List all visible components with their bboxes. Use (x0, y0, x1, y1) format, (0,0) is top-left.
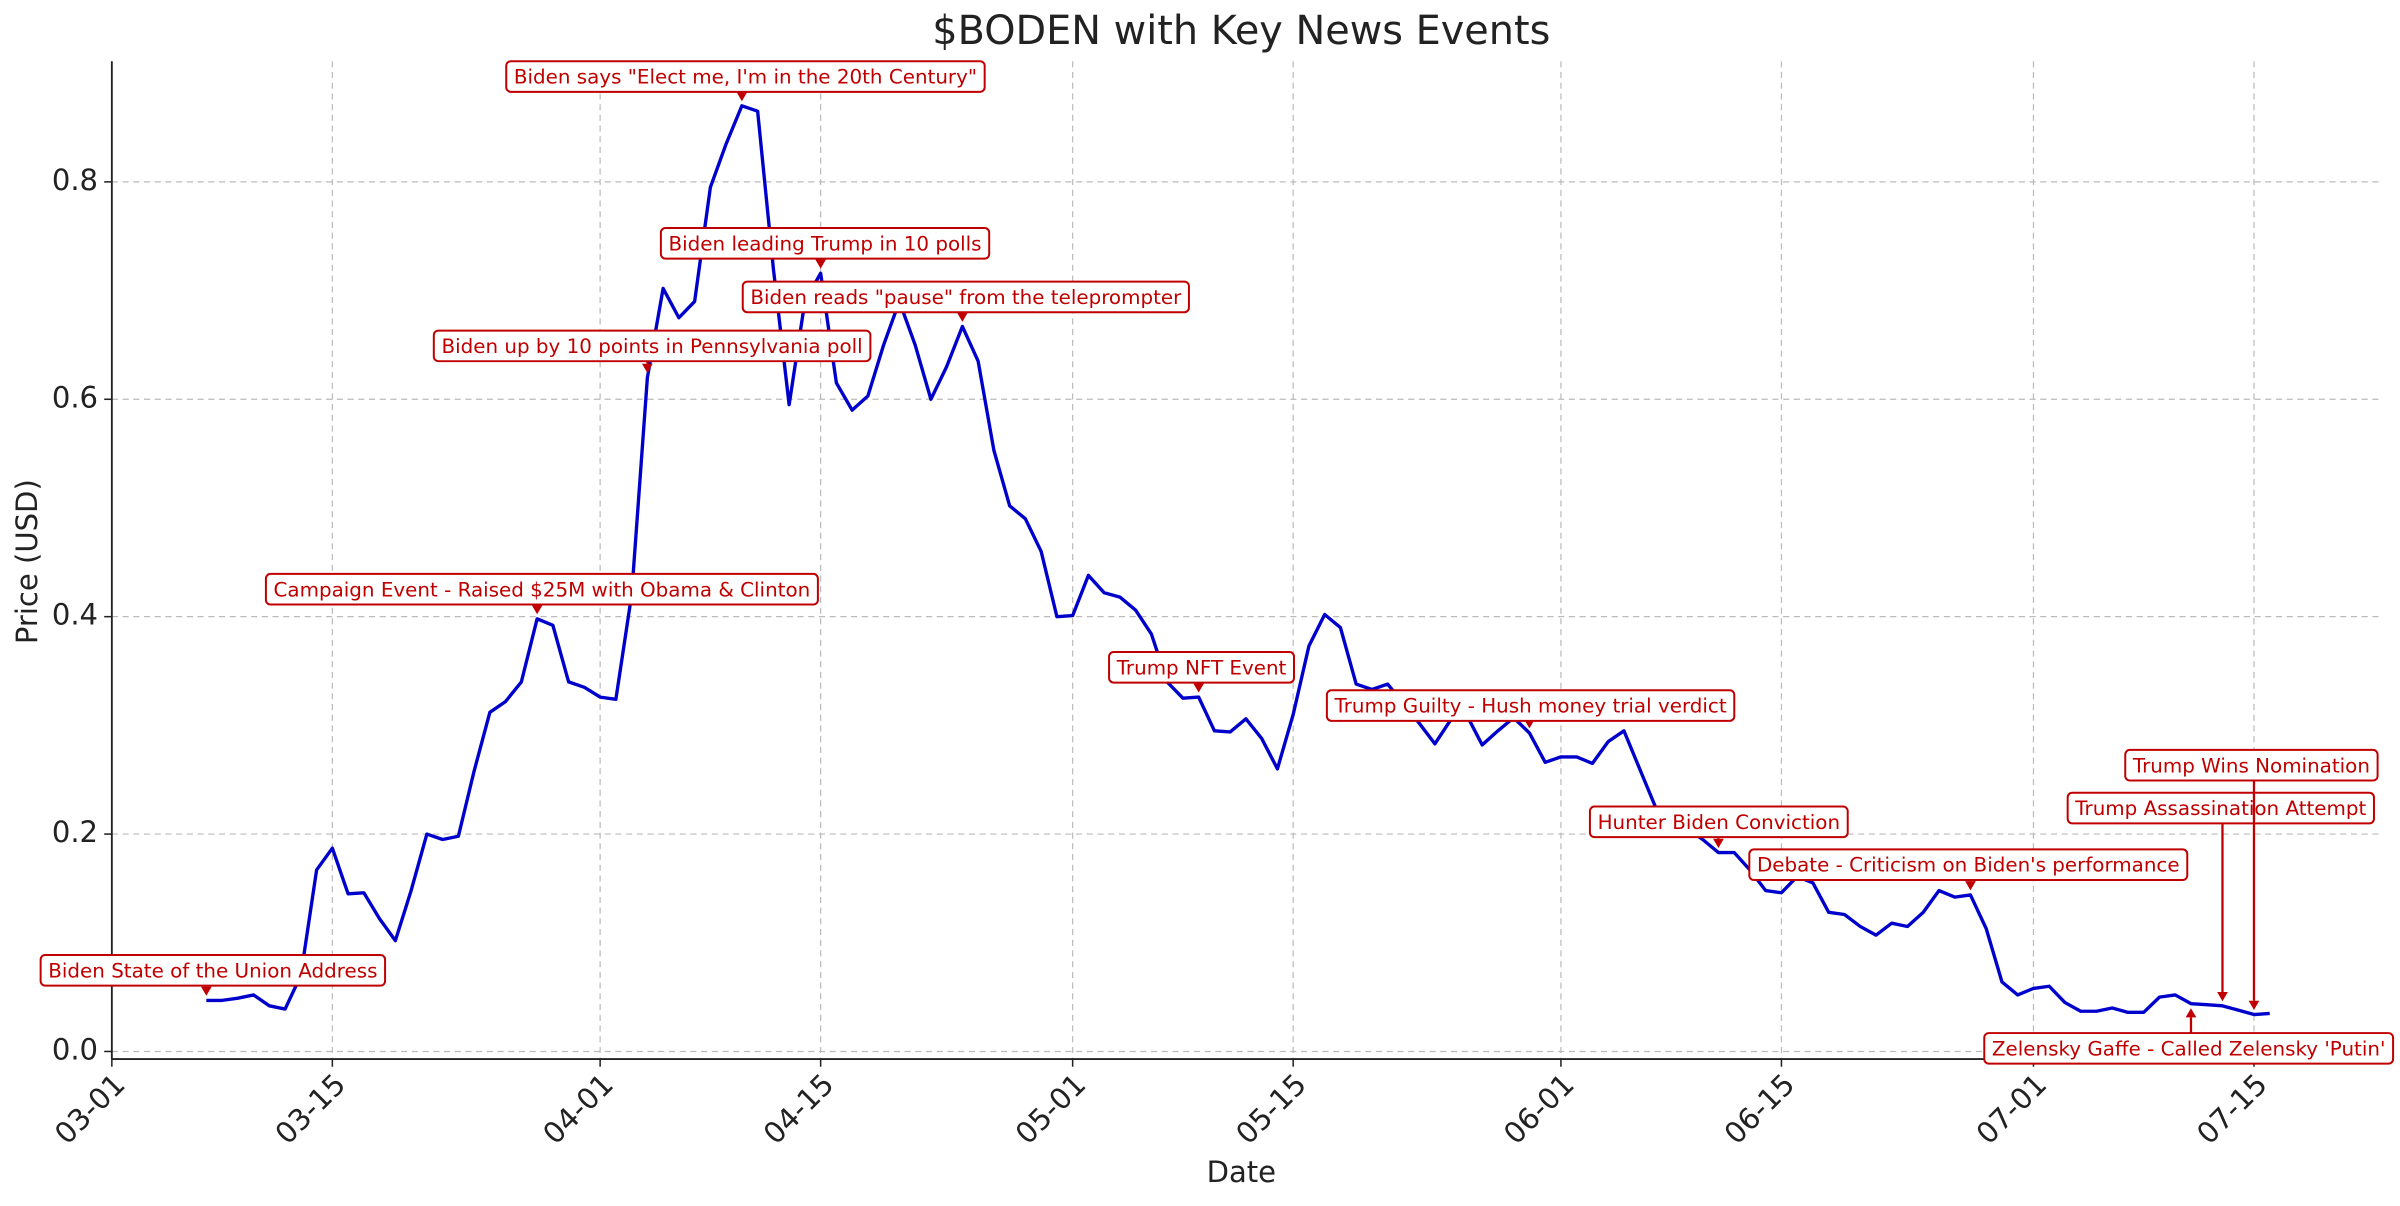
annotation-arrowhead (736, 92, 748, 102)
annotation: Hunter Biden Conviction (1588, 805, 1849, 848)
annotation-box (1325, 689, 1736, 722)
annotation-text: Biden says "Elect me, I'm in the 20th Ce… (514, 66, 977, 89)
annotation-box (1108, 650, 1295, 684)
annotation-text: Biden up by 10 points in Pennsylvania po… (441, 335, 862, 358)
annotation-arrowhead (1713, 838, 1724, 848)
price-line (206, 104, 2270, 1017)
annotation-text: Campaign Event - Raised $25M with Obama … (274, 578, 811, 601)
annotation-box (659, 227, 991, 260)
annotation-box (2124, 748, 2379, 782)
annotation: Biden State of the Union Address (39, 954, 387, 996)
annotation-box (741, 280, 1190, 314)
annotation-box (2066, 791, 2375, 825)
y-axis-label: Price (USD) (10, 479, 44, 644)
annotation: Debate - Criticism on Biden's performanc… (1748, 848, 2189, 891)
annotation-arrowhead (815, 259, 826, 269)
annotation-arrowhead (200, 986, 212, 996)
annotation: Trump Guilty - Hush money trial verdict (1325, 689, 1736, 729)
y-tick-label: 0.6 (52, 380, 98, 414)
annotation: Trump Wins Nomination (2124, 748, 2379, 1010)
annotation-text: Trump Assassination Attempt (2074, 797, 2366, 820)
annotation-arrowhead (957, 312, 968, 322)
annotation: Trump NFT Event (1108, 650, 1295, 693)
y-tick-label: 0.4 (52, 598, 98, 632)
y-tick-label: 0.2 (52, 815, 98, 849)
annotation-box (1748, 848, 2189, 882)
annotation-text: Hunter Biden Conviction (1598, 811, 1840, 834)
annotation-text: Biden leading Trump in 10 polls (669, 232, 982, 255)
annotation: Biden up by 10 points in Pennsylvania po… (432, 329, 872, 373)
annotation-box (505, 60, 986, 93)
x-axis-label: Date (1207, 1155, 1276, 1189)
annotation-text: Trump Wins Nomination (2132, 754, 2370, 777)
annotation-text: Biden State of the Union Address (48, 959, 377, 982)
annotation-arrowhead (1965, 881, 1976, 891)
chart-title: $BODEN with Key News Events (932, 8, 1550, 54)
annotation-arrowhead (1193, 683, 1205, 693)
annotation-arrowhead (2185, 1008, 2197, 1018)
annotation-text: Zelensky Gaffe - Called Zelensky 'Putin' (1992, 1037, 2386, 1060)
annotation-text: Trump NFT Event (1116, 656, 1287, 679)
annotation-box (39, 954, 387, 987)
annotation: Biden reads "pause" from the teleprompte… (741, 280, 1190, 322)
annotation: Campaign Event - Raised $25M with Obama … (264, 572, 819, 615)
annotation-box (1588, 805, 1849, 839)
annotation-text: Trump Guilty - Hush money trial verdict (1334, 695, 1727, 718)
annotation-arrowhead (2217, 992, 2228, 1002)
annotation-box (432, 329, 872, 363)
annotation: Trump Assassination Attempt (2066, 791, 2375, 1002)
annotation: Biden leading Trump in 10 polls (659, 227, 991, 269)
y-tick-label: 0.8 (52, 163, 98, 197)
annotation-box (264, 572, 819, 606)
annotation-arrowhead (642, 363, 653, 373)
y-tick-label: 0.0 (52, 1032, 98, 1066)
annotation-arrowhead (531, 605, 543, 615)
annotation-text: Biden reads "pause" from the teleprompte… (750, 286, 1182, 309)
annotation-text: Debate - Criticism on Biden's performanc… (1757, 854, 2180, 877)
annotation-arrowhead (2248, 1000, 2260, 1010)
annotation: Biden says "Elect me, I'm in the 20th Ce… (505, 60, 986, 102)
annotation-box (1983, 1032, 2395, 1065)
annotation: Zelensky Gaffe - Called Zelensky 'Putin' (1983, 1008, 2395, 1065)
